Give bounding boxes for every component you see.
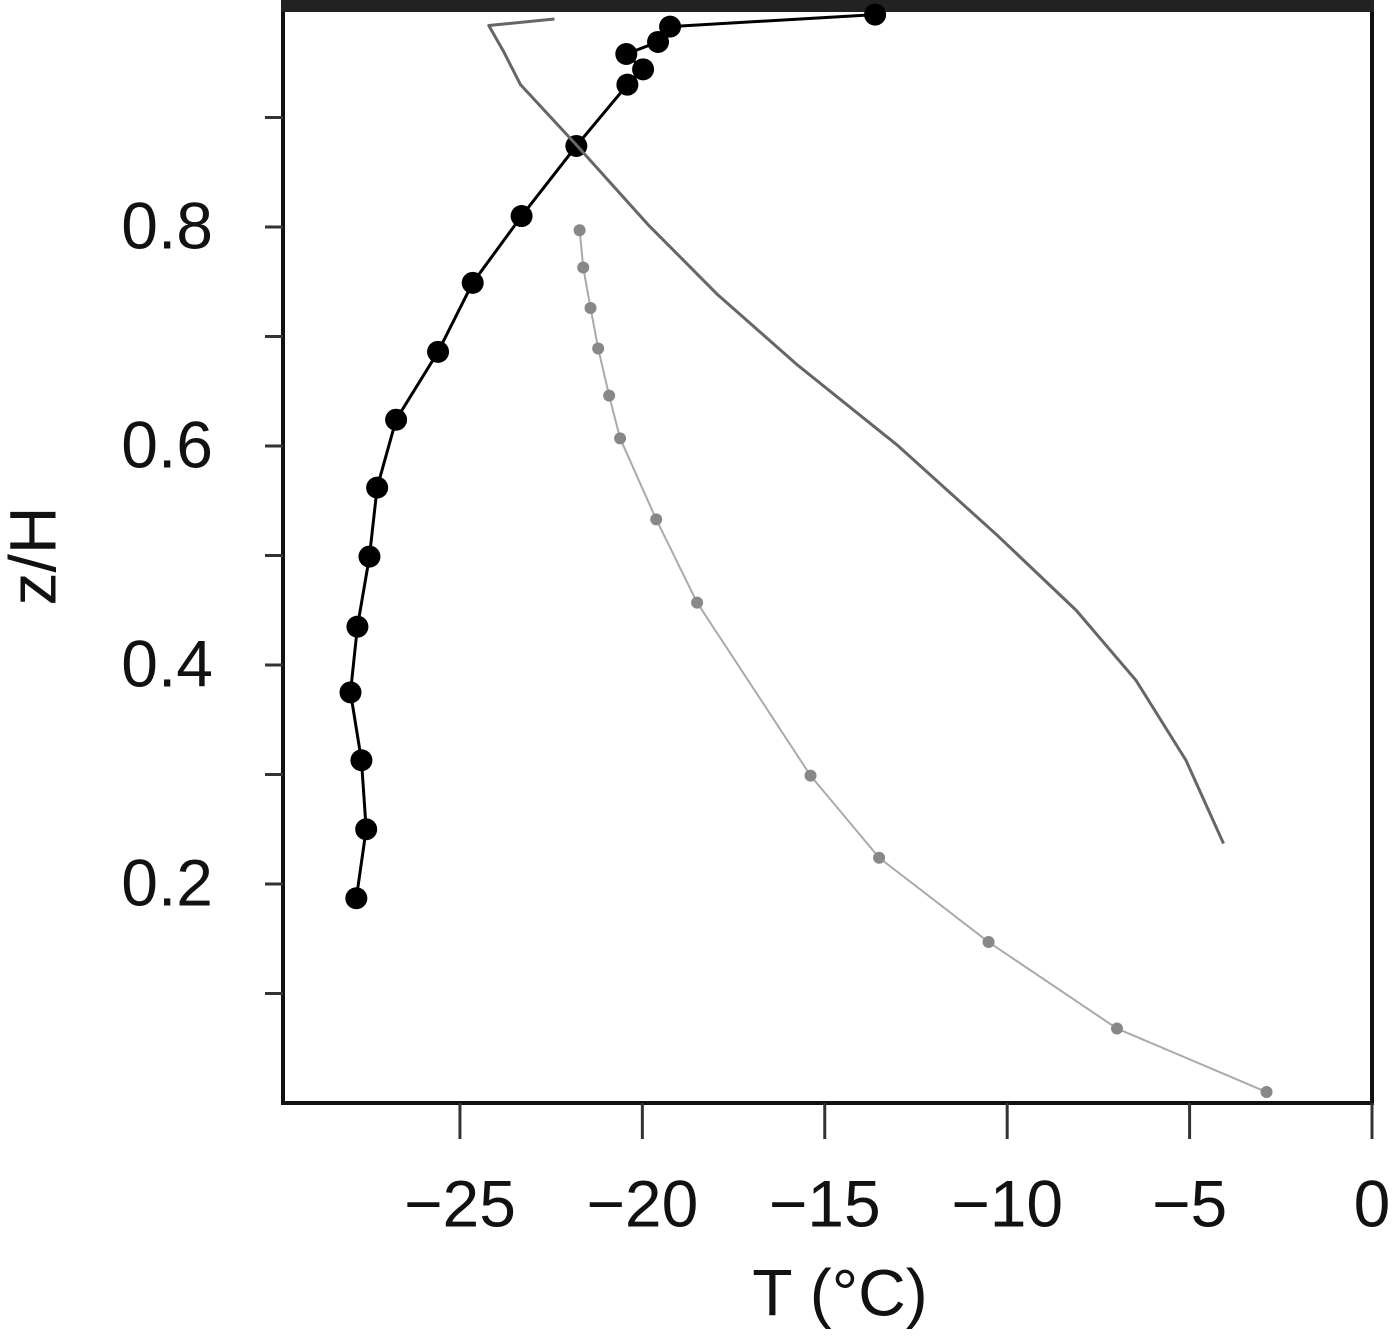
point [982, 936, 995, 949]
y-tick-label: 0.4 [121, 626, 213, 700]
point [350, 749, 373, 772]
point [345, 887, 368, 910]
point [385, 408, 408, 431]
point [346, 615, 369, 638]
point [461, 271, 484, 294]
point [659, 15, 682, 38]
point [650, 513, 663, 526]
x-tick-label: 0 [1354, 1166, 1391, 1240]
point [573, 224, 586, 237]
series-line [578, 230, 1267, 1093]
x-tick-label: −25 [404, 1166, 516, 1240]
y-tick-label: 0.2 [121, 845, 213, 919]
x-tick-label: −10 [951, 1166, 1063, 1240]
point [1260, 1086, 1273, 1099]
x-axis-label: T (°C) [752, 1255, 927, 1329]
y-tick-label: 0.6 [121, 407, 213, 481]
point [366, 476, 389, 499]
point [691, 596, 704, 609]
point [427, 340, 450, 363]
point [632, 58, 655, 81]
point [804, 769, 817, 782]
y-tick-label: 0.8 [121, 188, 213, 262]
point [1110, 1022, 1123, 1035]
x-tick-label: −5 [1152, 1166, 1227, 1240]
point [339, 681, 362, 704]
x-tick-label: −20 [586, 1166, 698, 1240]
y-axis-label: z/H [0, 507, 69, 606]
point [614, 432, 627, 445]
point [873, 851, 886, 864]
plot-frame [281, 6, 1374, 1105]
x-tick-label: −15 [769, 1166, 881, 1240]
top-border [281, 0, 1374, 12]
point [615, 42, 638, 65]
point [603, 389, 616, 402]
point [864, 3, 887, 26]
point [616, 73, 639, 96]
point [358, 545, 381, 568]
point [584, 302, 597, 315]
series-line [487, 17, 1225, 845]
point [355, 818, 378, 841]
point [510, 205, 533, 228]
series-line [348, 13, 876, 899]
point [577, 261, 590, 274]
point [592, 342, 605, 355]
point [647, 30, 670, 53]
